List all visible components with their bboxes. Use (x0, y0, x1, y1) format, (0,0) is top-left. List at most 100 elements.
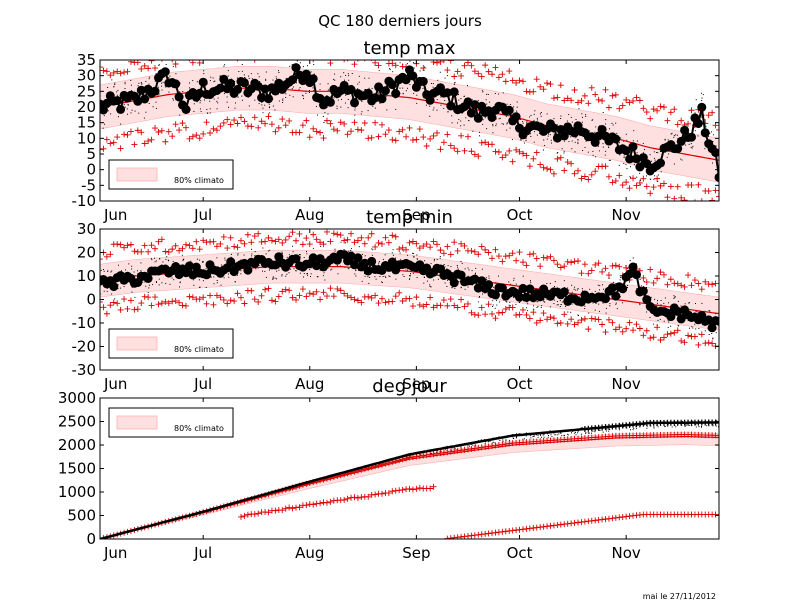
extreme-plus-marker (124, 305, 131, 312)
ensemble-dot (298, 88, 300, 90)
observed-point (109, 282, 119, 292)
ensemble-dot (378, 261, 380, 263)
ensemble-dot (592, 150, 594, 152)
extreme-plus-marker (430, 132, 437, 139)
ensemble-dot (541, 305, 543, 307)
ensemble-dot (454, 448, 456, 450)
ensemble-dot (419, 70, 421, 72)
extreme-plus-marker (495, 149, 502, 155)
extreme-plus-marker (378, 121, 385, 128)
extreme-plus-marker (595, 316, 602, 323)
extreme-plus-marker (691, 277, 698, 284)
observed-point (233, 84, 243, 94)
extreme-plus-marker (124, 242, 131, 249)
ensemble-dot (123, 286, 125, 288)
ensemble-dot (519, 302, 520, 303)
extreme-plus-marker (681, 339, 688, 346)
ensemble-dot (399, 252, 401, 254)
ensemble-dot (199, 102, 201, 104)
extreme-plus-marker (231, 117, 238, 124)
ensemble-dot (481, 268, 483, 270)
ensemble-dot (216, 280, 218, 281)
ensemble-dot (515, 437, 517, 439)
ensemble-dot (224, 257, 226, 259)
ensemble-dot (288, 272, 290, 274)
ensemble-dot (485, 99, 487, 101)
ensemble-dot (289, 65, 291, 67)
ensemble-dot (619, 279, 621, 281)
extreme-plus-marker (575, 99, 582, 106)
ensemble-dot (612, 124, 614, 126)
ensemble-dot (605, 307, 607, 309)
ensemble-dot (333, 97, 335, 99)
observed-point (642, 295, 652, 305)
extreme-plus-marker (189, 245, 196, 252)
observed-markers (100, 249, 719, 333)
extreme-plus-marker (575, 258, 582, 265)
extreme-plus-marker (475, 70, 482, 77)
ensemble-dot (264, 104, 266, 106)
ensemble-dot (688, 143, 690, 145)
ensemble-dot (575, 431, 576, 433)
extreme-plus-marker (213, 127, 220, 134)
extreme-plus-marker (578, 317, 585, 324)
ensemble-dot (451, 115, 453, 117)
ensemble-dot (670, 325, 672, 327)
ensemble-dot (468, 120, 470, 122)
observed-point (673, 144, 683, 154)
extreme-plus-marker (409, 303, 416, 310)
ensemble-dot (571, 148, 573, 150)
x-tick-label: Aug (295, 375, 324, 393)
ensemble-dot (154, 80, 156, 82)
extreme-plus-marker (585, 100, 592, 107)
ensemble-dot (469, 445, 470, 447)
ensemble-dot (543, 139, 545, 141)
extreme-plus-marker (571, 170, 578, 177)
extreme-plus-marker (568, 160, 575, 167)
ensemble-dot (298, 254, 300, 255)
ensemble-dot (103, 290, 105, 292)
observed-point (611, 134, 621, 144)
ensemble-dot (413, 256, 414, 258)
ensemble-dot (155, 101, 157, 103)
ensemble-dot (537, 436, 539, 438)
extreme-plus-marker (172, 121, 179, 128)
ensemble-dot (673, 297, 675, 299)
extreme-plus-marker (533, 149, 540, 156)
extreme-plus-marker (568, 97, 575, 104)
ensemble-dot (307, 65, 308, 67)
ensemble-dot (367, 110, 369, 112)
x-tick-label: Jul (193, 544, 212, 562)
ensemble-dot (424, 66, 426, 68)
ensemble-dot (578, 296, 580, 298)
observed-point (625, 269, 635, 279)
extreme-plus-marker (323, 117, 330, 124)
extreme-plus-marker (279, 507, 286, 514)
extreme-plus-marker (378, 295, 385, 302)
extreme-plus-marker (434, 60, 441, 66)
ensemble-dot (523, 438, 525, 440)
extreme-plus-marker (399, 63, 406, 70)
extreme-plus-marker (344, 236, 351, 243)
ensemble-dot (114, 298, 116, 300)
extreme-plus-marker (489, 310, 496, 317)
ensemble-dot (656, 152, 658, 153)
axes-frame (99, 59, 720, 202)
extreme-plus-marker (265, 285, 272, 292)
ensemble-dot (664, 138, 666, 140)
extreme-plus-marker (427, 485, 434, 492)
ensemble-dot (632, 429, 634, 431)
extreme-plus-marker (341, 290, 348, 297)
ensemble-dot (264, 270, 266, 272)
extreme-plus-marker (413, 294, 420, 301)
extreme-plus-marker (337, 232, 344, 239)
ensemble-dot (399, 62, 401, 64)
ensemble-dot (151, 259, 153, 261)
ensemble-dot (379, 276, 381, 277)
ensemble-dot (378, 70, 380, 72)
ensemble-dot (158, 93, 160, 95)
ensemble-dot (629, 260, 631, 262)
ensemble-dot (410, 275, 411, 277)
extreme-plus-marker (372, 292, 379, 299)
